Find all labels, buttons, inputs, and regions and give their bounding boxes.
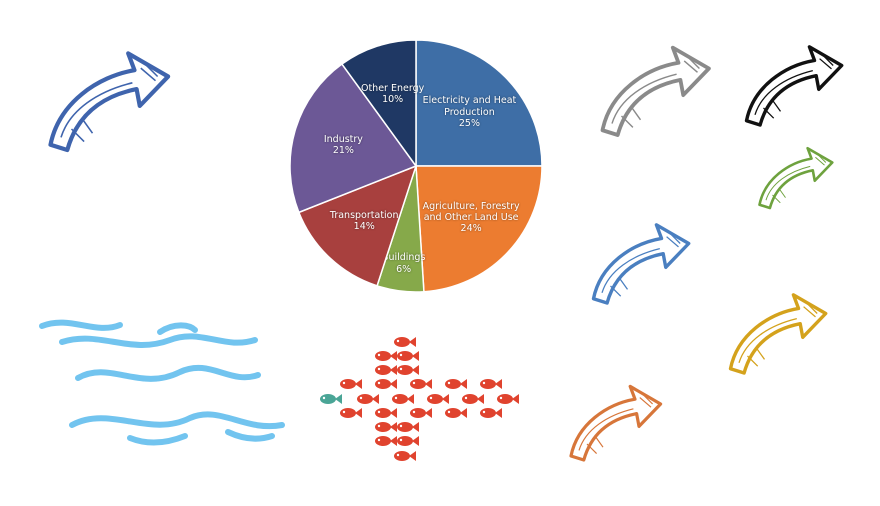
fish (445, 408, 467, 418)
fish (375, 422, 397, 432)
fish (445, 379, 467, 389)
fish (397, 436, 419, 446)
slice-label: Agriculture, Forestry and Other Land Use… (416, 193, 526, 243)
pie-slice (415, 165, 543, 293)
fish (480, 379, 502, 389)
fish (480, 408, 502, 418)
slice-category: Industry (323, 133, 363, 145)
fish-leader (320, 394, 342, 404)
fish (462, 394, 484, 404)
fish (397, 351, 419, 361)
fish (410, 408, 432, 418)
slice-value: 14% (353, 221, 375, 233)
slice-value: 25% (458, 118, 481, 130)
fish (375, 408, 397, 418)
slice-category: Buildings (381, 252, 426, 264)
fish (375, 365, 397, 375)
fish (340, 379, 362, 389)
fish (394, 451, 416, 461)
slice-label-box: Buildings 6% (349, 239, 459, 289)
pie-slice (415, 39, 543, 167)
arrow (744, 45, 844, 127)
slice-value: 10% (382, 94, 404, 106)
slice-category: Agriculture, Forestry and Other Land Use (422, 200, 520, 224)
slice-label-box: Agriculture, Forestry and Other Land Use… (416, 193, 526, 243)
arrow (51, 53, 169, 150)
fish (427, 394, 449, 404)
slice-label-box: Transportation 14% (309, 196, 419, 246)
decor-waves (39, 319, 285, 446)
wave (59, 333, 258, 348)
slice-label-box: Other Energy 10% (338, 69, 448, 119)
arrow (758, 146, 834, 210)
fish (392, 394, 414, 404)
pie-slice (340, 39, 417, 169)
wave (225, 429, 275, 442)
wave (75, 364, 261, 382)
fish (410, 379, 432, 389)
slice-value: 6% (396, 263, 412, 275)
pie-slice (297, 164, 418, 287)
fish (357, 394, 379, 404)
wave (127, 433, 188, 446)
fish (340, 408, 362, 418)
wave (39, 319, 123, 331)
fish (375, 379, 397, 389)
slice-label-box: Industry 21% (288, 120, 398, 170)
slice-category: Other Energy (360, 82, 425, 94)
arrow (600, 45, 711, 137)
fish (397, 365, 419, 375)
slice-category: Electricity and Heat Production (422, 95, 517, 118)
arrow (591, 223, 691, 305)
fish (394, 337, 416, 347)
slice-value: 21% (332, 144, 354, 156)
fish (375, 351, 397, 361)
wave (69, 411, 285, 430)
decor-fish (320, 337, 519, 461)
fish (397, 422, 419, 432)
slice-category: Transportation (329, 209, 399, 221)
arrow (728, 293, 828, 375)
arrow (569, 384, 663, 462)
slice-label-box: Electricity and Heat Production 25% (414, 88, 524, 138)
slice-value: 24% (460, 223, 482, 235)
fish (497, 394, 519, 404)
fish (375, 436, 397, 446)
wave (157, 322, 198, 335)
pie-slice (289, 63, 418, 214)
